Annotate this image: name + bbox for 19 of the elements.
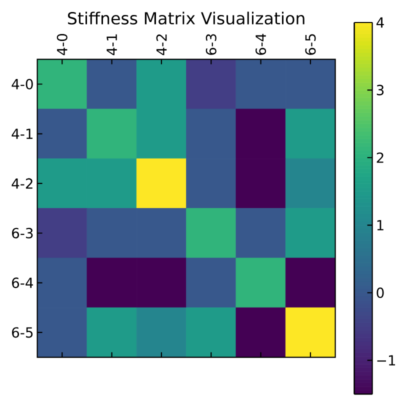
x-tick-label: 4-0 bbox=[56, 34, 68, 56]
x-tick-label: 6-5 bbox=[305, 34, 316, 55]
color-bar-label: 2 bbox=[376, 152, 384, 163]
color-bar-label: 0 bbox=[376, 287, 384, 298]
color-bar-label: −1 bbox=[377, 355, 396, 366]
y-tick-label: 4-1 bbox=[12, 128, 32, 139]
x-tick-label: 6-3 bbox=[206, 34, 216, 55]
x-tick-label: 4-1 bbox=[106, 34, 117, 56]
y-tick-label: 6-3 bbox=[12, 228, 33, 238]
y-tick-label: 6-5 bbox=[12, 327, 33, 338]
y-tick-label: 6-4 bbox=[12, 278, 33, 288]
x-tick-label: 4-2 bbox=[156, 34, 167, 56]
color-bar-label: 3 bbox=[376, 84, 384, 96]
color-bar-label: 1 bbox=[377, 220, 384, 230]
color-bar-label: 4 bbox=[376, 17, 384, 28]
y-tick-label: 4-2 bbox=[12, 178, 32, 189]
chart-title: Stiffness Matrix Visualization bbox=[68, 12, 304, 25]
y-tick-label: 4-0 bbox=[12, 78, 33, 90]
x-tick-label: 6-4 bbox=[256, 34, 266, 55]
